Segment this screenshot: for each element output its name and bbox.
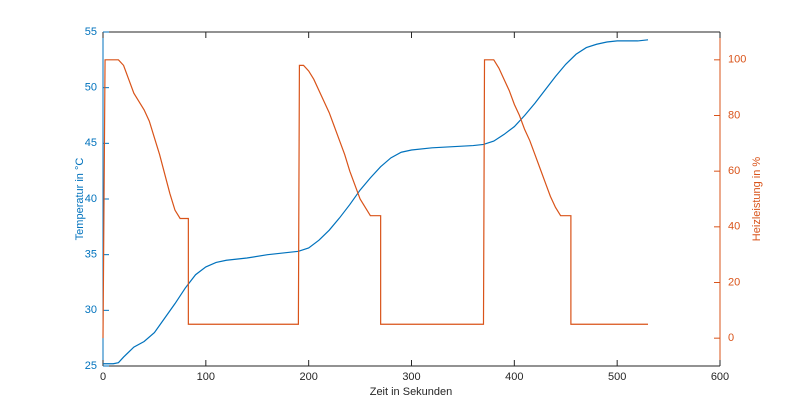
x-axis-label: Zeit in Sekunden: [370, 386, 453, 398]
y-tick-label: 50: [85, 82, 97, 94]
y-tick-label: 25: [85, 360, 97, 372]
x-tick-label: 400: [505, 371, 523, 383]
y-tick-label: 40: [85, 193, 97, 205]
y2-tick-label: 80: [728, 109, 740, 121]
x-tick-label: 500: [608, 371, 626, 383]
x-tick-label: 100: [197, 371, 215, 383]
y-tick-label: 55: [85, 26, 97, 38]
y2-tick-label: 60: [728, 165, 740, 177]
x-tick-label: 300: [402, 371, 420, 383]
series-line: [102, 59, 649, 339]
x-tick-label: 600: [711, 371, 729, 383]
y2-axis-label: Heizleistung in %: [751, 157, 763, 242]
series-line: [103, 39, 649, 365]
y2-tick-label: 100: [728, 54, 746, 66]
y-tick-label: 35: [85, 249, 97, 261]
y-axis-label: Temperatur in °C: [74, 158, 86, 241]
x-tick-label: 200: [299, 371, 317, 383]
y2-tick-label: 20: [728, 276, 740, 288]
y2-tick-label: 0: [728, 332, 734, 344]
y-tick-label: 45: [85, 137, 97, 149]
x-tick-label: 0: [100, 371, 106, 383]
y2-tick-label: 40: [728, 221, 740, 233]
y-tick-label: 30: [85, 304, 97, 316]
